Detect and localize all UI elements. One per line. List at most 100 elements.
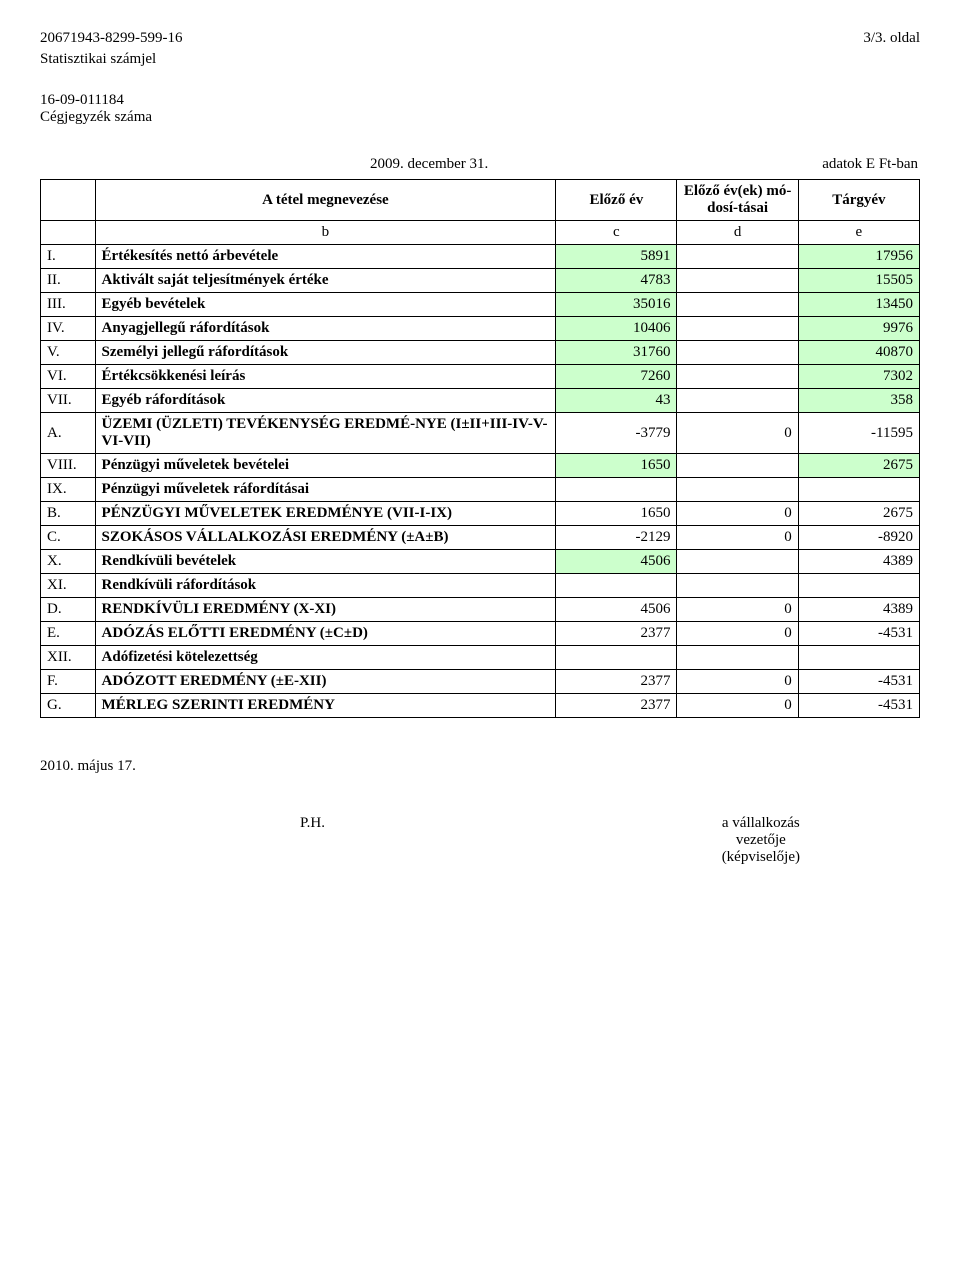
- cell-code: D.: [41, 598, 96, 622]
- cell-description: Értékesítés nettó árbevétele: [95, 245, 556, 269]
- hdr-curr-year: Tárgyév: [798, 180, 919, 221]
- cell-prev-year: 43: [556, 389, 677, 413]
- table-row: F.ADÓZOTT EREDMÉNY (±E-XII)23770-4531: [41, 670, 920, 694]
- cell-description: Pénzügyi műveletek bevételei: [95, 454, 556, 478]
- cell-code: B.: [41, 502, 96, 526]
- cell-prev-year: 7260: [556, 365, 677, 389]
- cell-curr-year: 2675: [798, 502, 919, 526]
- sub-b: b: [95, 221, 556, 245]
- table-row: V.Személyi jellegű ráfordítások31760 4087…: [41, 341, 920, 365]
- cell-code: IV.: [41, 317, 96, 341]
- cell-prev-year: 4783: [556, 269, 677, 293]
- table-row: B.PÉNZÜGYI MŰVELETEK EREDMÉNYE (VII-I-IX…: [41, 502, 920, 526]
- cell-prev-year: [556, 646, 677, 670]
- cell-prev-mod: [677, 293, 798, 317]
- cell-prev-year: 4506: [556, 598, 677, 622]
- cell-description: Pénzügyi műveletek ráfordításai: [95, 478, 556, 502]
- header-top: 20671943-8299-599-16 3/3. oldal: [40, 30, 920, 47]
- cell-curr-year: 7302: [798, 365, 919, 389]
- cell-code: II.: [41, 269, 96, 293]
- cell-prev-mod: 0: [677, 622, 798, 646]
- cell-curr-year: -4531: [798, 622, 919, 646]
- stat-label: Statisztikai számjel: [40, 51, 920, 68]
- ph-label: P.H.: [300, 815, 325, 866]
- cell-prev-year: 2377: [556, 622, 677, 646]
- cell-prev-mod: 0: [677, 598, 798, 622]
- cell-curr-year: [798, 646, 919, 670]
- sig-line-3: (képviselője): [722, 849, 800, 866]
- sub-c: c: [556, 221, 677, 245]
- units-label: adatok E Ft-ban: [822, 156, 918, 173]
- cell-curr-year: 4389: [798, 598, 919, 622]
- cell-prev-year: 4506: [556, 550, 677, 574]
- cell-prev-year: -3779: [556, 413, 677, 454]
- table-row: VII.Egyéb ráfordítások43358: [41, 389, 920, 413]
- cell-curr-year: 4389: [798, 550, 919, 574]
- cell-curr-year: 40870: [798, 341, 919, 365]
- cell-curr-year: [798, 574, 919, 598]
- cell-curr-year: 9976: [798, 317, 919, 341]
- cell-prev-mod: [677, 550, 798, 574]
- cell-code: G.: [41, 694, 96, 718]
- cell-prev-year: 35016: [556, 293, 677, 317]
- report-date: 2009. december 31.: [370, 156, 488, 173]
- cell-prev-year: [556, 574, 677, 598]
- cell-description: Adófizetési kötelezettség: [95, 646, 556, 670]
- cell-prev-mod: [677, 269, 798, 293]
- cell-prev-mod: 0: [677, 670, 798, 694]
- cell-description: Személyi jellegű ráfordítások: [95, 341, 556, 365]
- cell-prev-mod: [677, 454, 798, 478]
- table-row: G.MÉRLEG SZERINTI EREDMÉNY23770-4531: [41, 694, 920, 718]
- cell-code: VIII.: [41, 454, 96, 478]
- cell-description: Rendkívüli bevételek: [95, 550, 556, 574]
- cell-code: A.: [41, 413, 96, 454]
- cell-prev-mod: [677, 574, 798, 598]
- cell-curr-year: 15505: [798, 269, 919, 293]
- cell-prev-mod: [677, 341, 798, 365]
- cell-prev-mod: [677, 245, 798, 269]
- cell-curr-year: -4531: [798, 670, 919, 694]
- hdr-prev-year: Előző év: [556, 180, 677, 221]
- table-row: II.Aktivált saját teljesítmények értéke4…: [41, 269, 920, 293]
- cell-code: III.: [41, 293, 96, 317]
- cell-prev-year: 2377: [556, 694, 677, 718]
- cell-prev-year: 31760: [556, 341, 677, 365]
- cell-description: MÉRLEG SZERINTI EREDMÉNY: [95, 694, 556, 718]
- cell-code: C.: [41, 526, 96, 550]
- cell-code: XII.: [41, 646, 96, 670]
- table-row: C.SZOKÁSOS VÁLLALKOZÁSI EREDMÉNY (±A±B)-…: [41, 526, 920, 550]
- cell-prev-mod: 0: [677, 526, 798, 550]
- table-row: X.Rendkívüli bevételek45064389: [41, 550, 920, 574]
- date-line: 2009. december 31. adatok E Ft-ban: [40, 156, 920, 173]
- sig-line-1: a vállalkozás: [722, 815, 800, 832]
- cell-description: Rendkívüli ráfordítások: [95, 574, 556, 598]
- cell-code: XI.: [41, 574, 96, 598]
- cell-prev-mod: 0: [677, 413, 798, 454]
- sub-empty: [41, 221, 96, 245]
- reg-label: Cégjegyzék száma: [40, 109, 920, 126]
- cell-curr-year: 358: [798, 389, 919, 413]
- table-subheader-row: b c d e: [41, 221, 920, 245]
- cell-description: RENDKÍVÜLI EREDMÉNY (X-XI): [95, 598, 556, 622]
- cell-prev-mod: [677, 646, 798, 670]
- table-row: I.Értékesítés nettó árbevétele589117956: [41, 245, 920, 269]
- cell-prev-mod: [677, 365, 798, 389]
- cell-prev-mod: [677, 389, 798, 413]
- cell-prev-year: [556, 478, 677, 502]
- cell-prev-year: 1650: [556, 502, 677, 526]
- cell-prev-year: 5891: [556, 245, 677, 269]
- table-row: VIII.Pénzügyi műveletek bevételei1650 267…: [41, 454, 920, 478]
- table-row: IV.Anyagjellegű ráfordítások104069976: [41, 317, 920, 341]
- cell-curr-year: 2675: [798, 454, 919, 478]
- cell-prev-year: 1650: [556, 454, 677, 478]
- cell-code: VII.: [41, 389, 96, 413]
- cell-prev-mod: 0: [677, 694, 798, 718]
- cell-curr-year: -11595: [798, 413, 919, 454]
- cell-description: ADÓZÁS ELŐTTI EREDMÉNY (±C±D): [95, 622, 556, 646]
- table-row: IX.Pénzügyi műveletek ráfordításai: [41, 478, 920, 502]
- cell-prev-year: 2377: [556, 670, 677, 694]
- cell-description: PÉNZÜGYI MŰVELETEK EREDMÉNYE (VII-I-IX): [95, 502, 556, 526]
- cell-code: V.: [41, 341, 96, 365]
- cell-code: F.: [41, 670, 96, 694]
- cell-code: I.: [41, 245, 96, 269]
